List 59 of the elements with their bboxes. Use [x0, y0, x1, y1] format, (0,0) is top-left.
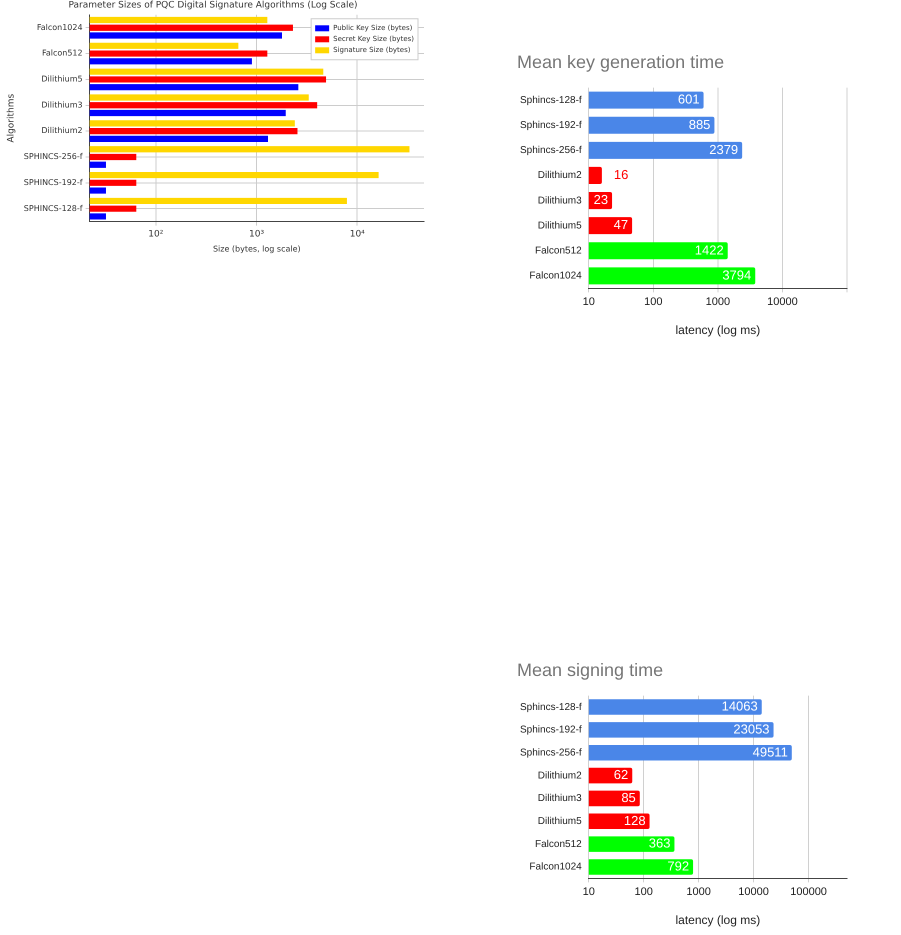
- y-tick-label: Dilithium2: [41, 126, 83, 136]
- y-tick-label: Falcon512: [42, 48, 83, 58]
- data-label: 1422: [694, 242, 724, 258]
- y-tick-label: SPHINCS-256-f: [24, 152, 83, 162]
- y-tick-label: SPHINCS-192-f: [24, 178, 83, 187]
- chart-title: Mean key generation time: [517, 52, 724, 72]
- chart-title: Parameter Sizes of PQC Digital Signature Algorithms (Log Scale): [68, 0, 358, 11]
- y-tick-label: Sphincs-192-f: [520, 120, 582, 131]
- data-label: 47: [614, 217, 628, 232]
- x-tick-label: 10000: [738, 886, 769, 898]
- x-tick-label: 1000: [706, 296, 730, 308]
- y-tick-label: Dilithium2: [538, 770, 582, 782]
- data-label: 14063: [722, 698, 758, 714]
- x-tick-label: 100: [644, 296, 662, 308]
- x-tick-label: 10000: [767, 296, 798, 308]
- y-tick-label: Falcon1024: [529, 862, 582, 873]
- y-tick-label: Dilithium5: [41, 74, 83, 84]
- data-label: 363: [648, 836, 670, 851]
- y-tick-label: Falcon512: [534, 838, 582, 850]
- data-label: 23053: [733, 721, 770, 736]
- x-tick-label: 100000: [790, 886, 827, 898]
- data-label: 23: [594, 192, 608, 208]
- y-tick-label: Dilithium5: [538, 220, 582, 232]
- y-tick-label: Dilithium3: [538, 793, 582, 804]
- y-tick-label: Sphincs-192-f: [520, 724, 582, 736]
- data-label: 2379: [709, 142, 738, 157]
- x-tick-label: 10: [582, 886, 595, 898]
- y-tick-label: SPHINCS-128-f: [24, 204, 83, 213]
- y-tick-label: Dilithium3: [538, 195, 582, 206]
- data-label: 49511: [752, 744, 788, 760]
- data-label: 885: [688, 116, 710, 132]
- x-tick-label: 10³: [249, 229, 264, 240]
- x-tick-label: 10²: [148, 229, 164, 240]
- y-tick-label: Sphincs-128-f: [520, 94, 582, 106]
- x-tick-label: 100: [634, 886, 653, 898]
- y-tick-label: Sphincs-256-f: [520, 145, 582, 156]
- x-axis-title: latency (log ms): [676, 323, 760, 338]
- chart-title: Mean signing time: [517, 660, 664, 680]
- y-tick-label: Falcon1024: [36, 22, 83, 32]
- data-label: 16: [614, 167, 628, 182]
- x-axis-title: Size (bytes, log scale): [212, 244, 301, 254]
- y-tick-label: Dilithium5: [538, 816, 582, 828]
- x-tick-label: 10: [582, 296, 595, 308]
- x-tick-label: 1000: [686, 886, 711, 898]
- y-tick-label: Falcon512: [534, 246, 582, 256]
- y-axis-title: Algorithms: [6, 94, 17, 143]
- data-label: 3794: [722, 267, 752, 282]
- y-tick-label: Dilithium2: [538, 170, 582, 182]
- data-label: 792: [667, 858, 690, 874]
- x-axis-title: latency (log ms): [676, 913, 760, 928]
- y-tick-label: Sphincs-256-f: [520, 747, 582, 758]
- data-label: 62: [614, 767, 628, 782]
- data-label: 128: [624, 812, 646, 828]
- y-tick-label: Dilithium3: [41, 100, 83, 110]
- data-label: 85: [621, 790, 636, 806]
- y-tick-label: Sphincs-128-f: [520, 702, 582, 713]
- data-label: 601: [678, 92, 700, 107]
- y-tick-label: Falcon1024: [529, 270, 582, 282]
- x-tick-label: 10⁴: [350, 229, 366, 240]
